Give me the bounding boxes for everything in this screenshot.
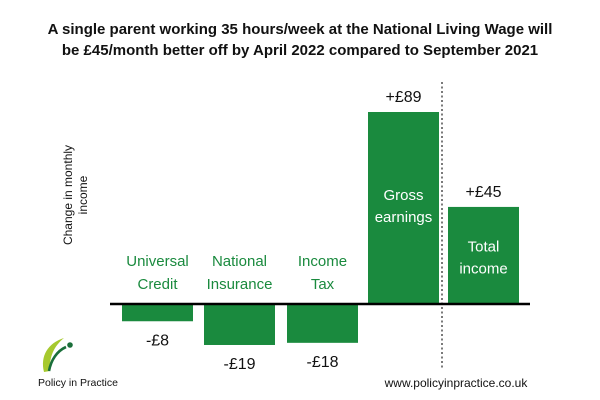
bar-total-income <box>448 206 519 304</box>
logo-swoosh-icon <box>42 338 64 372</box>
value-label-universal-credit: -£8 <box>146 332 169 349</box>
value-label-income-tax: -£18 <box>306 354 338 371</box>
bar-income-tax <box>287 304 358 343</box>
value-label-total-income: +£45 <box>465 184 501 201</box>
policy-in-practice-logo: Policy in Practice <box>38 338 118 389</box>
bars: -£8 Universal Credit -£19 National Insurance -… <box>122 89 519 373</box>
logo-text: Policy in Practice <box>38 377 118 389</box>
chart-title: A single parent working 35 hours/week at… <box>48 21 553 59</box>
y-axis-label-line-1: Change in monthly <box>61 145 75 245</box>
category-label-gross-earnings-line-1: Gross <box>383 187 423 204</box>
y-axis-label: Change in monthly income <box>61 145 90 245</box>
chart-title-line-1: A single parent working 35 hours/week at… <box>48 21 553 38</box>
value-label-gross-earnings: +£89 <box>385 89 421 106</box>
category-label-national-insurance-line-2: Insurance <box>207 276 273 293</box>
category-label-income-tax-line-1: Income <box>298 253 347 270</box>
source-text: www.policyinpractice.co.uk <box>384 376 529 390</box>
category-label-total-income-line-1: Total <box>468 238 500 255</box>
bar-national-insurance <box>204 304 275 345</box>
category-label-universal-credit-line-2: Credit <box>137 276 178 293</box>
bar-gross-earnings <box>368 112 439 304</box>
category-label-universal-credit-line-1: Universal <box>126 253 189 270</box>
value-label-national-insurance: -£19 <box>223 356 255 373</box>
logo-dot-icon <box>67 342 73 348</box>
bar-universal-credit <box>122 304 193 322</box>
category-label-total-income-line-2: income <box>459 260 507 277</box>
category-label-gross-earnings-line-2: earnings <box>375 209 433 226</box>
category-label-income-tax-line-2: Tax <box>311 276 335 293</box>
y-axis-label-line-2: income <box>76 175 90 214</box>
category-label-national-insurance-line-1: National <box>212 253 267 270</box>
logo-stem-icon <box>47 345 67 372</box>
chart-title-line-2: be £45/month better off by April 2022 co… <box>62 42 538 59</box>
